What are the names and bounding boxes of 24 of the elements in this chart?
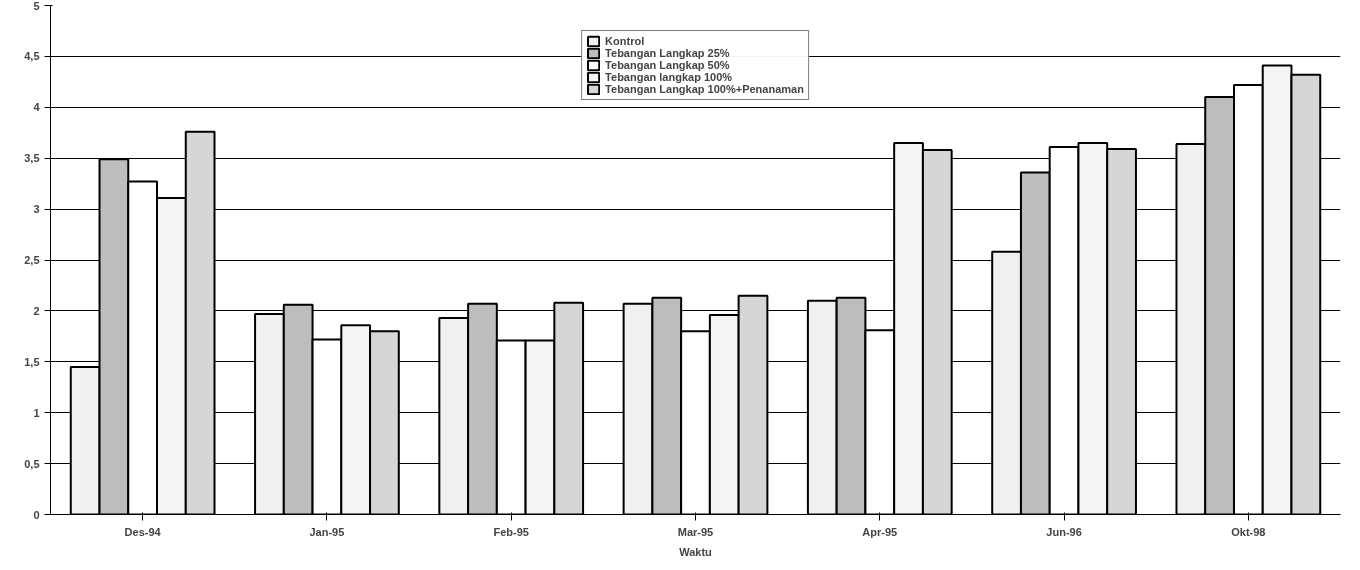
y-tick-label: 1,5 <box>24 355 40 368</box>
x-tick-label: Des-94 <box>124 525 162 538</box>
legend-label: Tebangan Langkap 25% <box>605 47 730 59</box>
y-tick-label: 3,5 <box>24 152 40 165</box>
y-tick-label: 5 <box>33 0 40 12</box>
y-tick-label: 1 <box>33 406 40 419</box>
y-tick-label: 0 <box>33 508 40 521</box>
x-tick-label: Feb-95 <box>493 525 529 538</box>
y-tick-label: 3 <box>33 203 40 216</box>
y-tick-label: 0,5 <box>24 457 40 470</box>
x-tick-label: Jan-95 <box>309 525 345 538</box>
x-tick-label: Apr-95 <box>862 525 898 538</box>
legend-label: Tebangan Langkap 50% <box>605 59 730 71</box>
x-axis-title: Waktu <box>679 545 712 558</box>
y-tick-label: 4 <box>33 101 41 114</box>
x-tick-label: Mar-95 <box>677 525 714 538</box>
legend-label: Kontrol <box>605 35 645 47</box>
y-tick-label: 4,5 <box>24 50 40 63</box>
x-tick-label: Okt-98 <box>1231 525 1266 538</box>
y-tick-label: 2,5 <box>24 254 40 266</box>
legend-label: Tebangan langkap 100% <box>605 71 733 83</box>
y-tick-label: 2 <box>33 304 40 317</box>
legend-label: Tebangan Langkap 100%+Penanaman <box>605 83 804 95</box>
x-tick-label: Jun-96 <box>1046 525 1082 538</box>
